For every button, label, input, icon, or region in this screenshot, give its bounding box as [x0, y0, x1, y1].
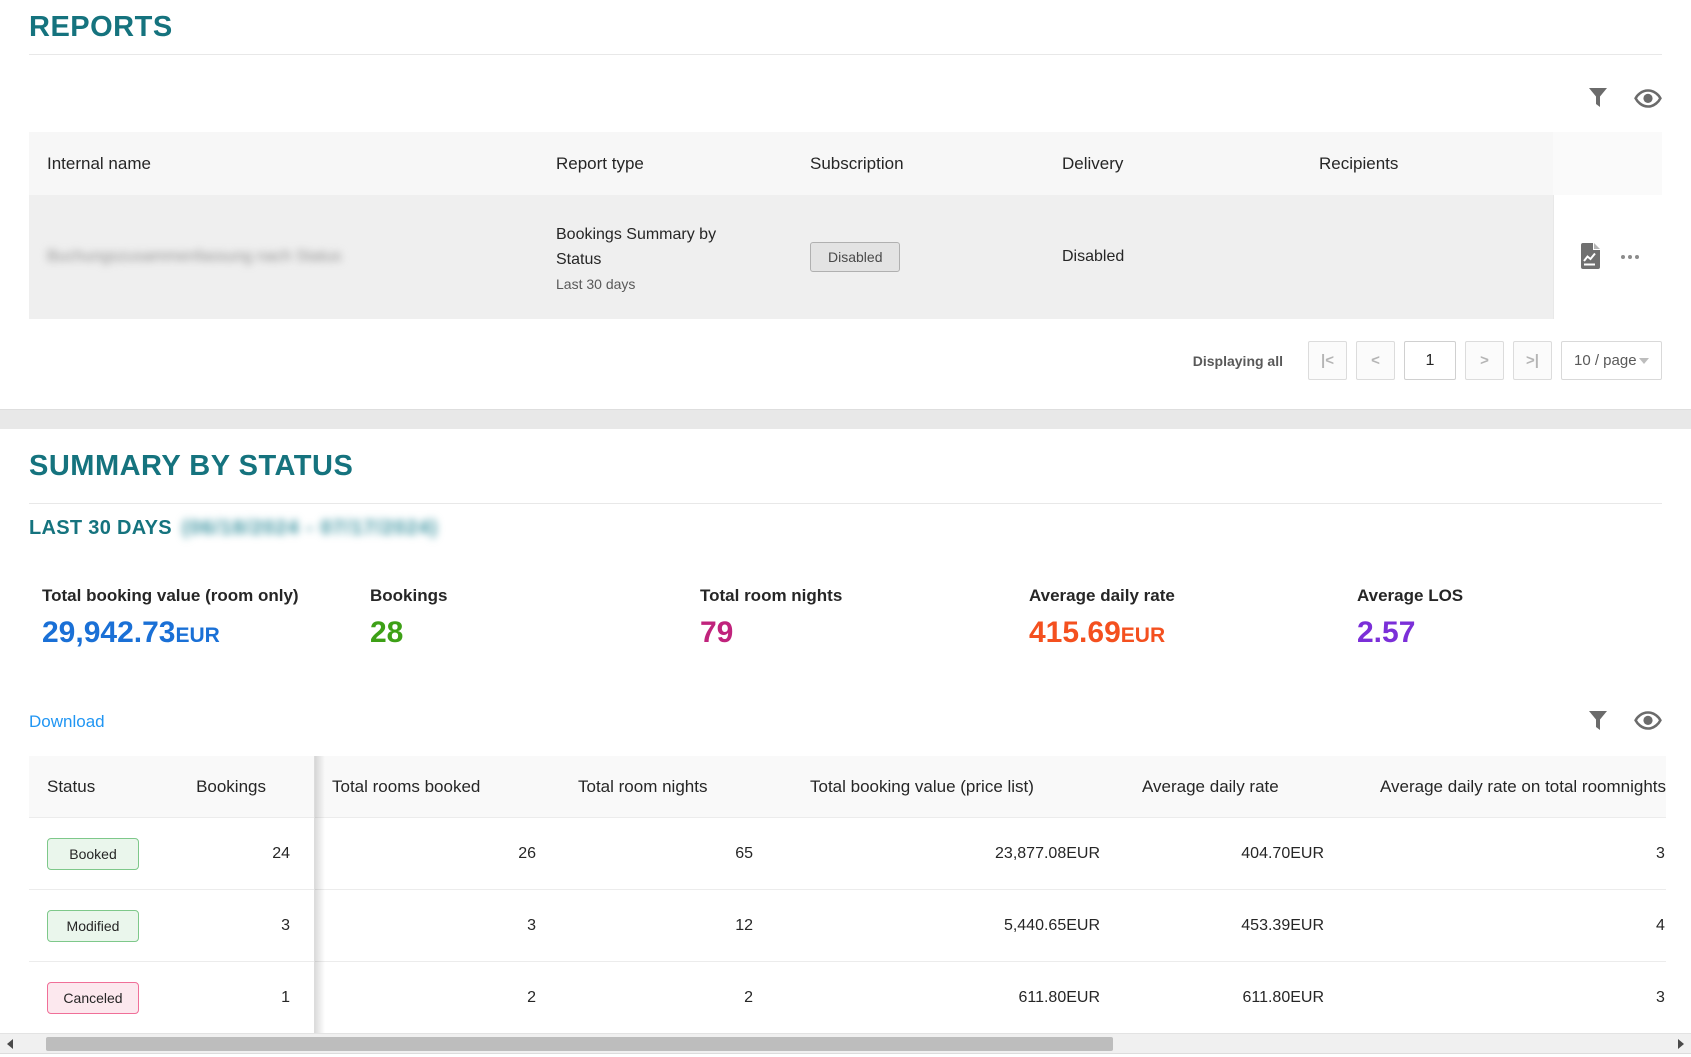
- kpi-row: Total booking value (room only) 29,942.7…: [29, 586, 1662, 656]
- page-title: REPORTS: [29, 11, 173, 43]
- kpi-total-booking-value: Total booking value (room only) 29,942.7…: [42, 586, 299, 649]
- kpi-average-daily-rate: Average daily rate 415.69EUR: [1029, 586, 1175, 649]
- adr-cell: 453.39EUR: [1241, 916, 1324, 934]
- last-page-button[interactable]: >|: [1513, 341, 1552, 380]
- column-header-status: Status: [47, 776, 96, 796]
- report-period-label: Last 30 days: [556, 276, 636, 292]
- adr-total-cell: 4: [1656, 916, 1665, 934]
- more-options-button[interactable]: [1619, 251, 1641, 263]
- period-line: LAST 30 DAYS (06/18/2024 - 07/17/2024): [29, 517, 1662, 540]
- column-header-recipients: Recipients: [1319, 153, 1399, 173]
- scroll-left-arrow-icon[interactable]: [7, 1039, 13, 1049]
- internal-name-redacted: Buchungszusammenfassung nach Status: [47, 248, 342, 265]
- subscription-status-button[interactable]: Disabled: [810, 242, 901, 272]
- chevron-down-icon: [1639, 357, 1649, 364]
- current-page[interactable]: 1: [1404, 341, 1456, 380]
- delivery-cell: Disabled: [1062, 248, 1125, 265]
- column-header-total-rooms-booked: Total rooms booked: [332, 776, 481, 796]
- horizontal-scrollbar[interactable]: [0, 1033, 1691, 1054]
- table-row: Canceled 1 2 2 611.80EUR 611.80EUR 3: [29, 961, 1666, 1033]
- column-header-report-type: Report type: [556, 153, 644, 173]
- period-label: LAST 30 DAYS: [29, 517, 172, 539]
- status-badge: Booked: [47, 837, 139, 870]
- column-header-internal-name: Internal name: [47, 153, 151, 173]
- row-actions-cell: [1553, 195, 1662, 319]
- bookings-cell: 3: [281, 916, 290, 934]
- divider: [29, 503, 1662, 504]
- table-row: Booked 24 26 65 23,877.08EUR 404.70EUR 3: [29, 817, 1666, 889]
- page-size-value: 10 / page: [1574, 352, 1637, 369]
- filter-button[interactable]: [1584, 709, 1612, 736]
- column-header-total-room-nights: Total room nights: [578, 776, 708, 796]
- kpi-bookings: Bookings 28: [370, 586, 448, 649]
- adr-total-cell: 3: [1656, 844, 1665, 862]
- table-row: Modified 3 3 12 5,440.65EUR 453.39EUR 4: [29, 889, 1666, 961]
- reports-table-header: Internal name Report type Subscription D…: [29, 132, 1662, 195]
- pagination-summary: Displaying all: [1192, 352, 1283, 369]
- rooms-booked-cell: 3: [527, 916, 536, 934]
- column-header-total-booking-value: Total booking value (price list): [810, 776, 1034, 796]
- booking-value-cell: 23,877.08EUR: [995, 844, 1100, 862]
- reports-table: Internal name Report type Subscription D…: [29, 132, 1662, 319]
- kpi-total-room-nights: Total room nights 79: [700, 586, 843, 649]
- status-table-header: Status Bookings Total rooms booked Total…: [29, 756, 1666, 817]
- section-separator: [0, 409, 1691, 429]
- reports-toolbar: [29, 86, 1662, 113]
- column-header-subscription: Subscription: [810, 153, 904, 173]
- summary-title: SUMMARY BY STATUS: [29, 450, 354, 482]
- room-nights-cell: 12: [735, 916, 753, 934]
- prev-page-button[interactable]: <: [1356, 341, 1395, 380]
- column-visibility-button[interactable]: [1634, 86, 1662, 113]
- column-header-bookings: Bookings: [196, 776, 266, 796]
- column-visibility-button[interactable]: [1634, 709, 1662, 736]
- internal-name-cell: Buchungszusammenfassung nach Status: [29, 248, 556, 266]
- first-page-button[interactable]: |<: [1308, 341, 1347, 380]
- report-row: Buchungszusammenfassung nach Status Book…: [29, 195, 1662, 319]
- filter-funnel-icon: [1588, 710, 1608, 735]
- adr-cell: 404.70EUR: [1241, 844, 1324, 862]
- next-page-button[interactable]: >: [1465, 341, 1504, 380]
- booking-value-cell: 611.80EUR: [1018, 988, 1100, 1006]
- pagination: Displaying all |< < 1 > >| 10 / page: [29, 341, 1662, 380]
- bookings-cell: 1: [281, 988, 290, 1006]
- report-type-label: Bookings Summary by Status: [556, 226, 717, 268]
- adr-total-cell: 3: [1656, 988, 1665, 1006]
- export-report-button[interactable]: [1576, 242, 1604, 273]
- column-header-average-daily-rate: Average daily rate: [1142, 776, 1279, 796]
- divider: [29, 54, 1662, 55]
- rooms-booked-cell: 2: [527, 988, 536, 1006]
- summary-toolbar: [1584, 709, 1662, 736]
- ellipsis-icon: [1620, 255, 1639, 259]
- report-type-cell: Bookings Summary by Status Last 30 days: [556, 222, 810, 292]
- eye-icon: [1634, 88, 1662, 112]
- rooms-booked-cell: 26: [518, 844, 536, 862]
- column-header-adr-total-roomnights: Average daily rate on total roomnights: [1380, 776, 1666, 796]
- page-size-select[interactable]: 10 / page: [1561, 341, 1662, 380]
- table-actions-row: Download: [29, 708, 1662, 736]
- scroll-right-arrow-icon[interactable]: [1678, 1039, 1684, 1049]
- column-header-actions: [1553, 132, 1662, 195]
- status-badge: Modified: [47, 909, 139, 942]
- report-export-icon: [1578, 242, 1601, 273]
- status-summary-table: Status Bookings Total rooms booked Total…: [29, 756, 1666, 1033]
- period-range-redacted: (06/18/2024 - 07/17/2024): [181, 517, 439, 539]
- column-header-delivery: Delivery: [1062, 153, 1124, 173]
- eye-icon: [1634, 710, 1662, 734]
- bookings-cell: 24: [272, 844, 290, 862]
- filter-button[interactable]: [1584, 86, 1612, 113]
- status-badge: Canceled: [47, 981, 139, 1014]
- kpi-average-los: Average LOS 2.57: [1357, 586, 1464, 649]
- download-link[interactable]: Download: [29, 712, 105, 731]
- filter-funnel-icon: [1588, 87, 1608, 112]
- room-nights-cell: 65: [735, 844, 753, 862]
- room-nights-cell: 2: [744, 988, 753, 1006]
- booking-value-cell: 5,440.65EUR: [1003, 916, 1100, 934]
- subscription-cell: Disabled: [810, 242, 1062, 272]
- adr-cell: 611.80EUR: [1242, 988, 1324, 1006]
- scrollbar-thumb[interactable]: [46, 1037, 1113, 1051]
